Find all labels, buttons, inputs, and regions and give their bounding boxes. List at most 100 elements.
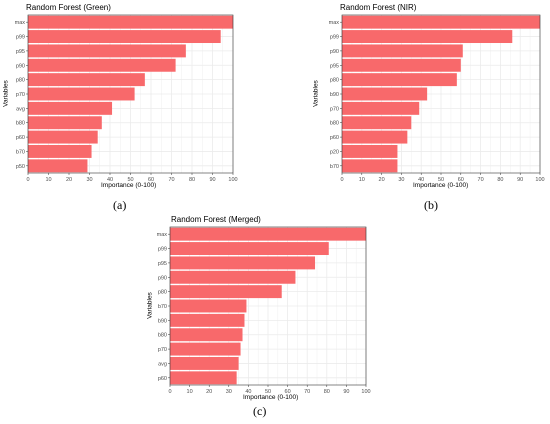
caption-c: (c)	[253, 404, 267, 418]
y-tick-label: p70	[16, 92, 25, 98]
bar-p99	[28, 30, 221, 44]
y-tick-label: avg	[16, 106, 25, 112]
y-tick-label: b80	[16, 121, 25, 127]
x-tick-label: 100	[535, 177, 544, 183]
chart-title: Random Forest (NIR)	[340, 3, 417, 12]
bar-b70	[342, 159, 398, 173]
x-tick-label: 10	[45, 177, 51, 183]
bar-p95	[170, 256, 316, 270]
bar-b80	[28, 116, 102, 130]
y-tick-label: b70	[16, 149, 25, 155]
bar-b90	[170, 313, 245, 327]
y-tick-label: p95	[158, 261, 167, 267]
x-tick-label: 50	[438, 177, 444, 183]
bar-p70	[28, 87, 135, 101]
y-tick-label: p70	[158, 347, 167, 353]
x-tick-label: 60	[148, 177, 154, 183]
x-tick-label: 40	[418, 177, 424, 183]
chart-panel-green: Random Forest (Green) Variables max p99 p9…	[0, 0, 270, 190]
x-tick-label: 40	[107, 177, 113, 183]
bar-p80	[28, 73, 145, 87]
bar-p80	[170, 285, 282, 299]
x-tick-label: 80	[189, 177, 195, 183]
bar-avg	[28, 101, 113, 115]
y-tick-label: b90	[158, 318, 167, 324]
bar-p90	[170, 270, 296, 284]
y-tick-label: p60	[330, 135, 339, 141]
x-tick-label: 20	[206, 389, 212, 395]
y-tick-label: p99	[158, 247, 167, 253]
y-tick-label: b90	[330, 92, 339, 98]
x-tick-label: 30	[86, 177, 92, 183]
x-tick-label: 30	[226, 389, 232, 395]
chart-title: Random Forest (Merged)	[171, 215, 261, 224]
bar-p95	[28, 44, 186, 58]
bar-max	[170, 227, 366, 241]
y-tick-label: b80	[330, 121, 339, 127]
bar-chart-merged: max p99 p95 p90 p80 b70 b90 b80 p70 avg p60 0 10 20 30…	[157, 226, 371, 395]
y-tick-label: p80	[158, 290, 167, 296]
y-tick-label: b70	[330, 164, 339, 170]
x-tick-label: 0	[340, 177, 343, 183]
x-tick-label: 20	[66, 177, 72, 183]
x-tick-label: 50	[265, 389, 271, 395]
y-tick-label: avg	[158, 361, 167, 367]
y-tick-label: p60	[158, 376, 167, 382]
bar-p50	[28, 159, 88, 173]
x-axis-label: Importance (0-100)	[243, 394, 299, 401]
y-tick-label: b80	[158, 333, 167, 339]
x-tick-label: 100	[361, 389, 370, 395]
y-tick-label: p70	[330, 106, 339, 112]
y-tick-label: p80	[16, 78, 25, 84]
bar-b70	[28, 144, 92, 158]
bar-p60	[342, 130, 408, 144]
x-tick-label: 0	[168, 389, 171, 395]
bar-b80	[342, 116, 412, 130]
bar-p95	[342, 58, 461, 72]
y-tick-label: p80	[330, 78, 339, 84]
bar-max	[28, 15, 233, 29]
x-tick-label: 10	[187, 389, 193, 395]
bar-b80	[170, 328, 243, 342]
bar-b70	[170, 299, 247, 313]
bar-p80	[342, 73, 457, 87]
x-tick-label: 50	[127, 177, 133, 183]
y-tick-label: max	[329, 20, 340, 26]
caption-b: (b)	[424, 198, 438, 212]
bar-p70	[170, 342, 241, 356]
y-tick-label: p60	[16, 135, 25, 141]
bar-b90	[342, 87, 428, 101]
bar-chart-nir: max p99 p90 p95 p80 b90 p70 b80 p60 p20 b70 0 10 20 30…	[329, 14, 545, 183]
x-tick-label: 40	[245, 389, 251, 395]
y-tick-label: p99	[330, 35, 339, 41]
x-tick-label: 70	[478, 177, 484, 183]
x-tick-label: 0	[26, 177, 29, 183]
x-tick-label: 70	[304, 389, 310, 395]
x-axis-label: Importance (0-100)	[101, 182, 157, 189]
x-tick-label: 10	[359, 177, 365, 183]
y-tick-label: p99	[16, 35, 25, 41]
bar-chart-green: max p99 p95 p90 p80 p70 avg b80 p60 b70 p50 0 10 20 30…	[15, 14, 238, 183]
y-tick-label: p95	[330, 63, 339, 69]
x-tick-label: 90	[517, 177, 523, 183]
x-tick-label: 80	[497, 177, 503, 183]
bar-p90	[28, 58, 176, 72]
y-tick-label: p20	[330, 149, 339, 155]
x-tick-label: 90	[209, 177, 215, 183]
y-tick-label: max	[157, 232, 168, 238]
y-tick-label: p90	[330, 49, 339, 55]
chart-panel-nir: Random Forest (NIR) Variables max p99 p90 p…	[290, 0, 550, 190]
y-tick-label: p90	[16, 63, 25, 69]
bar-p90	[342, 44, 463, 58]
y-tick-label: p95	[16, 49, 25, 55]
y-tick-label: b70	[158, 304, 167, 310]
x-tick-label: 70	[168, 177, 174, 183]
x-axis-label: Importance (0-100)	[413, 182, 469, 189]
bar-p70	[342, 101, 420, 115]
y-tick-label: max	[15, 20, 26, 26]
bar-p99	[170, 242, 329, 256]
y-tick-label: p90	[158, 275, 167, 281]
chart-panel-merged: Random Forest (Merged) Variables max p99 p…	[130, 212, 390, 402]
bar-p99	[342, 30, 513, 44]
caption-a: (a)	[113, 198, 127, 212]
